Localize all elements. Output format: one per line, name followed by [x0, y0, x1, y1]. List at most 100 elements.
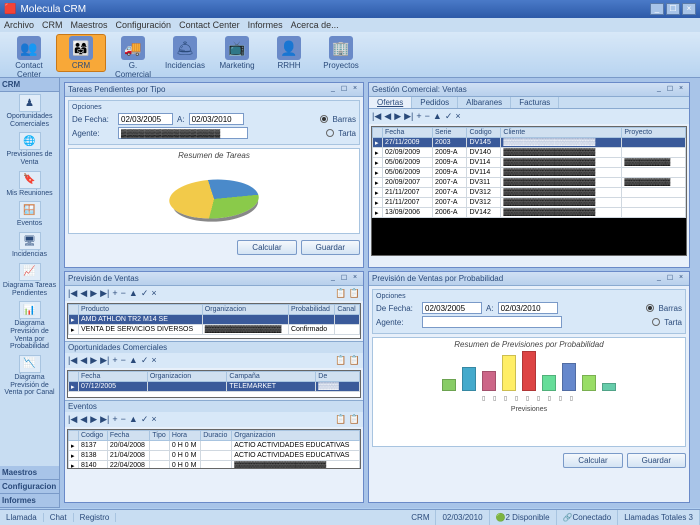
ribbon-contactcenter[interactable]: 👥Contact Center	[4, 34, 54, 81]
prev-nav[interactable]: |◀◀▶▶|+−▲✓×📋 📋	[65, 286, 363, 301]
tasks-calc-button[interactable]: Calcular	[237, 240, 296, 255]
tasks-from-date[interactable]: 02/03/2005	[118, 113, 173, 125]
table-row[interactable]: ▸814022/04/20080 H 0 M▓▓▓▓▓▓▓▓▓▓▓▓▓▓▓▓▓▓	[69, 461, 360, 470]
menu-item[interactable]: Maestros	[71, 20, 108, 30]
pane-sales: Gestión Comercial: Ventas_☐× OfertasPedi…	[368, 82, 690, 268]
prob-to-date[interactable]: 02/03/2010	[498, 302, 558, 314]
table-row[interactable]: ▸07/12/2005TELEMARKET▓▓▓▓	[69, 382, 360, 392]
close-button[interactable]: ×	[682, 3, 696, 15]
menu-item[interactable]: Configuración	[116, 20, 172, 30]
ribbon-icon: 🏢	[329, 36, 353, 60]
ribbon-icon: 👤	[277, 36, 301, 60]
table-row[interactable]: ▸13/09/20062006-ADV142▓▓▓▓▓▓▓▓▓▓▓▓▓▓▓▓▓▓	[373, 208, 686, 218]
ribbon-icon: 👨‍👩‍👧	[69, 36, 93, 60]
pane-close-icon[interactable]: ×	[350, 85, 360, 95]
status-available: 🟢 2 Disponible	[490, 510, 557, 525]
menu-item[interactable]: Contact Center	[179, 20, 240, 30]
status-tab[interactable]: Chat	[44, 513, 74, 522]
pane-tasks: Tareas Pendientes por Tipo_☐× Opciones D…	[64, 82, 364, 268]
sales-tab[interactable]: Facturas	[511, 97, 559, 108]
tasks-save-button[interactable]: Guardar	[301, 240, 360, 255]
sidebar-item[interactable]: 🌐Previsiones de Venta	[0, 130, 59, 168]
pane-close-icon[interactable]: ×	[676, 274, 686, 284]
status-module: CRM	[405, 510, 436, 525]
pane-close-icon[interactable]: ×	[350, 274, 360, 284]
pane-min-icon[interactable]: _	[328, 274, 338, 284]
table-row[interactable]: ▸27/11/20092003DV145▓▓▓▓▓▓▓▓▓▓▓▓▓▓▓▓▓▓	[373, 138, 686, 148]
tasks-agent[interactable]: ▓▓▓▓▓▓▓▓▓▓▓▓▓▓▓▓▓	[118, 127, 248, 139]
menu-item[interactable]: Informes	[248, 20, 283, 30]
prob-agent[interactable]	[422, 316, 562, 328]
sidebar-item[interactable]: 📊Diagrama Previsión de Venta por Probabi…	[0, 299, 59, 353]
sidebar-group-header[interactable]: CRM	[0, 78, 59, 92]
opp-table[interactable]: FechaOrganizacionCampañaDe▸07/12/2005TEL…	[68, 371, 360, 392]
sales-nav[interactable]: |◀◀▶▶|+−▲✓×	[369, 109, 689, 124]
sales-tab[interactable]: Ofertas	[369, 97, 412, 108]
radio-tarta[interactable]	[326, 129, 334, 137]
sidebar-icon: 📈	[19, 263, 41, 281]
menu-item[interactable]: CRM	[42, 20, 63, 30]
sales-tabs: OfertasPedidosAlbaranesFacturas	[369, 97, 689, 109]
table-row[interactable]: ▸05/06/20092009-ADV114▓▓▓▓▓▓▓▓▓▓▓▓▓▓▓▓▓▓…	[373, 158, 686, 168]
sidebar-icon: 📉	[19, 355, 41, 373]
ribbon-rrhh[interactable]: 👤RRHH	[264, 34, 314, 72]
pane-max-icon[interactable]: ☐	[665, 274, 675, 284]
sidebar-item[interactable]: ♟Oportunidades Comerciales	[0, 92, 59, 130]
tasks-to-date[interactable]: 02/03/2010	[189, 113, 244, 125]
sidebar-section[interactable]: Informes	[0, 494, 59, 508]
pane-max-icon[interactable]: ☐	[665, 85, 675, 95]
status-tab[interactable]: Registro	[74, 513, 117, 522]
sidebar-item[interactable]: 📉Diagrama Previsión de Venta por Canal	[0, 353, 59, 399]
sidebar-item[interactable]: 🖥Incidencias	[0, 230, 59, 261]
maximize-button[interactable]: ☐	[666, 3, 680, 15]
sales-tab[interactable]: Albaranes	[458, 97, 511, 108]
prob-from-date[interactable]: 02/03/2005	[422, 302, 482, 314]
status-tab[interactable]: Llamada	[0, 513, 44, 522]
prob-calc-button[interactable]: Calcular	[563, 453, 622, 468]
sidebar-item[interactable]: 🔖Mis Reuniones	[0, 169, 59, 200]
sales-table[interactable]: FechaSerieCodigoClienteProyecto▸27/11/20…	[372, 127, 686, 218]
pane-tasks-title: Tareas Pendientes por Tipo	[68, 85, 165, 94]
pane-min-icon[interactable]: _	[654, 274, 664, 284]
sidebar-section[interactable]: Configuracion	[0, 480, 59, 494]
window-title: Molecula CRM	[20, 4, 86, 15]
pane-min-icon[interactable]: _	[328, 85, 338, 95]
sidebar-icon: 🖥	[19, 232, 41, 250]
bar	[562, 363, 576, 391]
sales-tab[interactable]: Pedidos	[412, 97, 458, 108]
sidebar-item[interactable]: 🪟Eventos	[0, 199, 59, 230]
prob-save-button[interactable]: Guardar	[627, 453, 686, 468]
sidebar: CRM ♟Oportunidades Comerciales🌐Prevision…	[0, 78, 60, 508]
menu-item[interactable]: Acerca de...	[291, 20, 339, 30]
ribbon-proyectos[interactable]: 🏢Proyectos	[316, 34, 366, 72]
ribbon-incidencias[interactable]: 🛎Incidencias	[160, 34, 210, 72]
pane-close-icon[interactable]: ×	[676, 85, 686, 95]
pie-chart	[164, 176, 265, 223]
table-row[interactable]: ▸VENTA DE SERVICIOS DIVERSOS▓▓▓▓▓▓▓▓▓▓▓▓…	[69, 325, 360, 335]
table-row[interactable]: ▸05/06/20092009-ADV114▓▓▓▓▓▓▓▓▓▓▓▓▓▓▓▓▓▓	[373, 168, 686, 178]
pane-max-icon[interactable]: ☐	[339, 274, 349, 284]
table-row[interactable]: ▸813821/04/20080 H 0 MACTIO ACTIVIDADES …	[69, 451, 360, 461]
sidebar-section[interactable]: Maestros	[0, 466, 59, 480]
menu-item[interactable]: Archivo	[4, 20, 34, 30]
ribbon-gcomercial[interactable]: 🚚G. Comercial	[108, 34, 158, 81]
ribbon-marketing[interactable]: 📺Marketing	[212, 34, 262, 72]
table-row[interactable]: ▸AMD ATHLON TR2 M14 SE	[69, 315, 360, 325]
pane-max-icon[interactable]: ☐	[339, 85, 349, 95]
table-row[interactable]: ▸21/11/20072007-ADV312▓▓▓▓▓▓▓▓▓▓▓▓▓▓▓▓▓▓	[373, 188, 686, 198]
prev-table[interactable]: ProductoOrganizacionProbabilidadCanal▸AM…	[68, 304, 360, 335]
table-row[interactable]: ▸20/09/20072007-ADV311▓▓▓▓▓▓▓▓▓▓▓▓▓▓▓▓▓▓…	[373, 178, 686, 188]
ribbon-icon: 👥	[17, 36, 41, 60]
radio-tarta[interactable]	[652, 318, 660, 326]
table-row[interactable]: ▸02/09/20092009-ADV140▓▓▓▓▓▓▓▓▓▓▓▓▓▓▓▓▓▓	[373, 148, 686, 158]
status-date: 02/03/2010	[436, 510, 489, 525]
table-row[interactable]: ▸813720/04/20080 H 0 MACTIO ACTIVIDADES …	[69, 441, 360, 451]
radio-barras[interactable]	[320, 115, 328, 123]
ribbon-crm[interactable]: 👨‍👩‍👧CRM	[56, 34, 106, 72]
pane-min-icon[interactable]: _	[654, 85, 664, 95]
radio-barras[interactable]	[646, 304, 654, 312]
ev-table[interactable]: CodigoFechaTipoHoraDuracioOrganizacion▸8…	[68, 430, 360, 469]
sidebar-item[interactable]: 📈Diagrama Tareas Pendientes	[0, 261, 59, 299]
table-row[interactable]: ▸21/11/20072007-ADV312▓▓▓▓▓▓▓▓▓▓▓▓▓▓▓▓▓▓	[373, 198, 686, 208]
minimize-button[interactable]: _	[650, 3, 664, 15]
